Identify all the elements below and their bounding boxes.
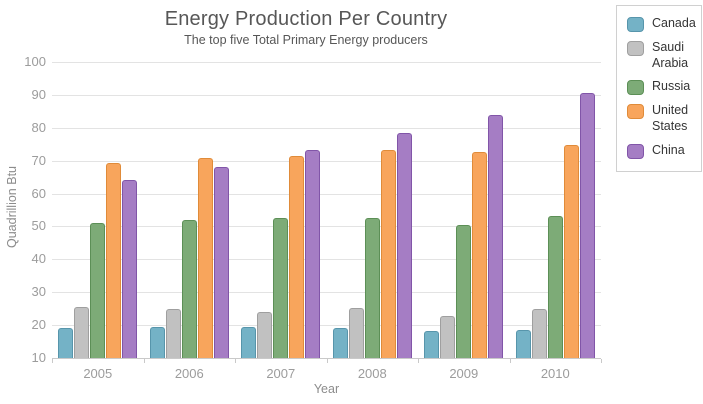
x-axis-title: Year: [313, 382, 340, 396]
x-tick-label: 2010: [540, 366, 570, 381]
bar-russia-2005[interactable]: [90, 222, 106, 358]
bar-russia-2006[interactable]: [181, 219, 197, 358]
bar-canada-2006[interactable]: [149, 327, 165, 358]
chart-title: Energy Production Per Country: [164, 8, 448, 30]
x-axis-tick: [509, 359, 511, 363]
bar-saudi-arabia-2005[interactable]: [74, 307, 90, 358]
gridline: [52, 127, 601, 129]
chart-subtitle: The top five Total Primary Energy produc…: [184, 33, 428, 47]
y-tick-label: 10: [31, 350, 46, 365]
legend-item-united-states[interactable]: United States: [627, 103, 695, 134]
bar-canada-2009[interactable]: [424, 330, 440, 358]
bar-russia-2009[interactable]: [456, 224, 472, 358]
gridline: [52, 325, 601, 327]
legend-item-saudi-arabia[interactable]: Saudi Arabia: [627, 40, 695, 71]
legend-item-canada[interactable]: Canada: [627, 16, 696, 32]
bar-canada-2007[interactable]: [241, 326, 257, 358]
x-axis-tick: [143, 359, 145, 363]
x-tick-label: 2006: [174, 366, 204, 381]
y-tick-label: 20: [31, 317, 46, 333]
legend: Canada Saudi Arabia Russia United States Chi…: [616, 5, 702, 172]
bar-china-2008[interactable]: [396, 133, 412, 358]
gridline: [52, 226, 601, 228]
x-tick-label: 2005: [83, 366, 113, 381]
gridline: [52, 292, 601, 294]
bar-china-2005[interactable]: [122, 180, 138, 358]
gridline: [52, 193, 601, 195]
y-tick-label: 30: [31, 284, 46, 300]
gridline: [52, 160, 601, 162]
bar-china-2009[interactable]: [488, 114, 504, 358]
y-tick-label: 80: [31, 119, 46, 135]
bar-russia-2008[interactable]: [364, 217, 380, 358]
x-axis-tick: [235, 359, 236, 363]
y-tick-label: 90: [31, 86, 46, 102]
bar-saudi-arabia-2010[interactable]: [531, 309, 547, 358]
y-tick-label: 60: [31, 185, 46, 201]
gridline: [52, 94, 601, 96]
legend-marker-icon: [627, 80, 644, 96]
x-tick-label: 2009: [449, 366, 479, 381]
bar-united-states-2010[interactable]: [563, 144, 579, 358]
legend-label: Saudi Arabia: [652, 40, 689, 70]
legend-label: Canada: [652, 16, 696, 30]
bar-united-states-2007[interactable]: [289, 156, 305, 358]
bar-russia-2010[interactable]: [547, 215, 563, 358]
bar-china-2010[interactable]: [579, 93, 595, 358]
legend-label: Russia: [652, 79, 691, 94]
legend-marker-icon: [627, 17, 644, 32]
x-axis-tick: [601, 359, 602, 363]
bar-united-states-2005[interactable]: [106, 162, 122, 358]
bar-russia-2007[interactable]: [273, 217, 289, 358]
legend-item-china[interactable]: China: [627, 143, 695, 159]
bar-china-2007[interactable]: [305, 150, 321, 358]
legend-marker-icon: [627, 143, 644, 159]
y-tick-label: 40: [31, 251, 46, 267]
legend-marker-icon: [627, 104, 644, 120]
gridline: [52, 259, 601, 261]
y-tick-label: 50: [31, 218, 46, 234]
bar-united-states-2008[interactable]: [380, 149, 396, 358]
bar-china-2006[interactable]: [213, 166, 229, 358]
bar-canada-2010[interactable]: [515, 330, 531, 358]
legend-item-russia[interactable]: Russia: [627, 79, 695, 96]
y-tick-label: 70: [31, 152, 46, 168]
legend-label: United States: [652, 103, 689, 133]
bar-saudi-arabia-2006[interactable]: [165, 309, 181, 358]
bar-canada-2005[interactable]: [58, 328, 74, 358]
bar-saudi-arabia-2008[interactable]: [348, 307, 364, 358]
x-axis-tick: [418, 359, 419, 363]
y-tick-label: 100: [24, 54, 46, 69]
x-axis-tick: [52, 359, 53, 363]
bar-united-states-2009[interactable]: [472, 152, 488, 358]
x-tick-label: 2008: [357, 366, 387, 381]
legend-marker-icon: [627, 41, 644, 56]
bar-saudi-arabia-2009[interactable]: [440, 315, 456, 358]
legend-label: China: [652, 142, 685, 157]
x-tick-label: 2007: [266, 366, 296, 381]
bar-united-states-2006[interactable]: [197, 158, 213, 358]
gridline: [52, 62, 601, 63]
bar-saudi-arabia-2007[interactable]: [257, 312, 273, 358]
bar-canada-2008[interactable]: [332, 327, 348, 358]
x-axis-line: [52, 358, 601, 359]
x-axis-tick: [326, 359, 328, 363]
